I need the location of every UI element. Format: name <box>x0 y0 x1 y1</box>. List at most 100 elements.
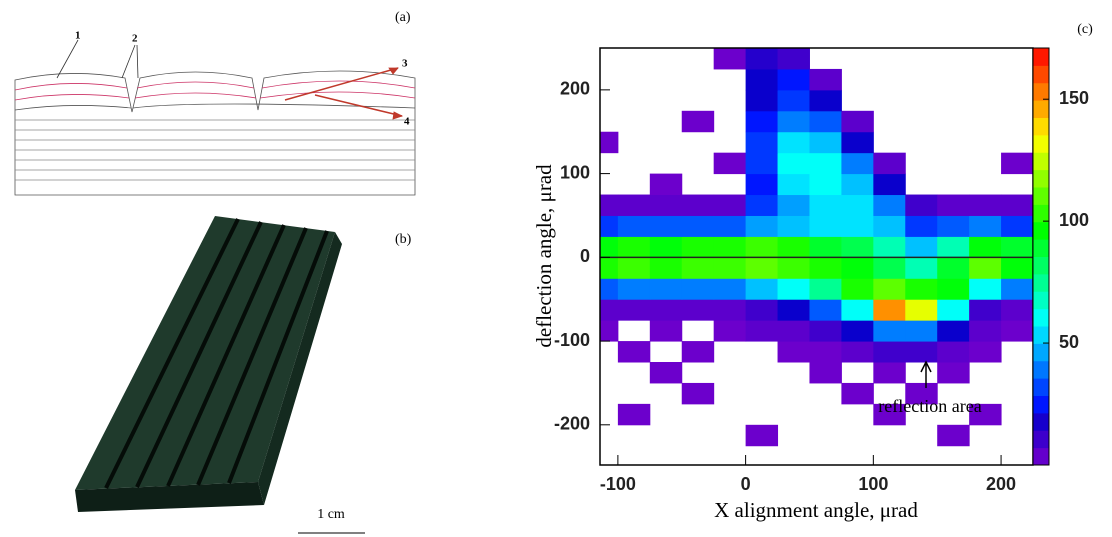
heat-cell <box>841 341 874 363</box>
heat-cell <box>969 215 1002 237</box>
scale-label: 1 cm <box>317 507 345 522</box>
heat-cell <box>809 278 842 300</box>
heat-cell <box>969 236 1002 258</box>
heat-cell <box>937 320 970 342</box>
heat-cell <box>777 194 810 216</box>
heat-cell <box>745 89 779 112</box>
colorbar-step <box>1033 134 1049 153</box>
heat-cell <box>1001 194 1033 216</box>
heat-cell <box>937 215 970 237</box>
heat-cell <box>905 257 938 279</box>
heat-cell <box>873 403 906 426</box>
heat-cell <box>969 257 1002 279</box>
heat-cell <box>745 152 779 175</box>
heat-cell <box>777 131 810 154</box>
colorbar-step <box>1033 430 1049 449</box>
heat-cell <box>777 257 810 279</box>
heat-cell <box>905 299 938 321</box>
colorbar-step <box>1033 326 1049 344</box>
colorbar-step <box>1033 360 1049 379</box>
heat-cell <box>905 320 938 342</box>
heat-cell <box>1001 236 1033 258</box>
colorbar-step <box>1033 204 1049 223</box>
heat-cell <box>713 299 747 321</box>
heat-cell <box>873 257 906 279</box>
heat-cell <box>937 362 970 384</box>
heat-cell <box>937 257 970 279</box>
heat-cell <box>649 257 683 279</box>
heat-cell <box>937 341 970 363</box>
heat-cell <box>777 278 810 300</box>
y-tick-label: 200 <box>560 79 590 99</box>
crystal-layer <box>15 119 415 181</box>
crystal-layer <box>14 80 416 91</box>
heat-cell <box>600 299 619 321</box>
heat-cell <box>809 131 842 154</box>
heat-cell <box>777 320 810 342</box>
heat-cell <box>745 320 779 342</box>
heat-cell <box>841 382 874 405</box>
annotation-arrow <box>920 360 932 388</box>
y-axis-label: deflection angle, μrad <box>532 164 556 348</box>
heat-cell <box>809 194 842 216</box>
heat-cell <box>745 299 779 321</box>
heat-cell <box>809 68 842 91</box>
arrow-head <box>388 67 404 120</box>
heat-cell <box>681 236 715 258</box>
heat-cell <box>649 173 683 196</box>
heat-cell <box>937 424 970 447</box>
heat-cell <box>600 194 619 216</box>
crystal-side <box>258 232 342 505</box>
colorbar-step <box>1033 48 1049 66</box>
heat-cell <box>809 89 842 112</box>
heat-cell <box>809 236 842 258</box>
heat-cell <box>937 236 970 258</box>
heat-cell <box>873 320 906 342</box>
heat-cell <box>969 299 1002 321</box>
heat-cell <box>809 173 842 196</box>
heat-cell <box>713 48 747 70</box>
x-tick-label: 0 <box>741 474 751 494</box>
heat-cell <box>905 382 938 405</box>
heat-cell <box>777 341 810 363</box>
heat-cell <box>745 68 779 91</box>
heat-cell <box>713 215 747 237</box>
heat-cell <box>745 173 779 196</box>
colorbar-step <box>1033 169 1049 188</box>
heat-cell <box>713 152 747 175</box>
heat-cell <box>1001 152 1033 175</box>
heat-cell <box>873 152 906 175</box>
heat-cell <box>841 152 874 175</box>
heat-cell <box>777 89 810 112</box>
heat-cell <box>777 299 810 321</box>
marker: 4 <box>404 116 410 128</box>
heat-cell <box>649 320 683 342</box>
heat-cell <box>681 194 715 216</box>
heat-cell <box>777 152 810 175</box>
heat-cell <box>681 299 715 321</box>
heatmap <box>600 48 1033 447</box>
heat-cell <box>777 173 810 196</box>
heat-cell <box>600 236 619 258</box>
heat-cell <box>809 215 842 237</box>
colorbar-tick-label: 50 <box>1059 332 1079 352</box>
heat-cell <box>873 236 906 258</box>
heat-cell <box>777 110 810 133</box>
heat-cell <box>649 236 683 258</box>
heat-cell <box>841 236 874 258</box>
crystal-layer <box>14 91 416 101</box>
colorbar-step <box>1033 256 1049 275</box>
heat-cell <box>600 215 619 237</box>
heat-cell <box>905 236 938 258</box>
heat-cell <box>777 215 810 237</box>
x-tick-label: -100 <box>600 474 636 494</box>
heat-cell <box>617 257 651 279</box>
heat-cell <box>745 194 779 216</box>
heat-cell <box>777 236 810 258</box>
colorbar-step <box>1033 447 1049 466</box>
colorbar-step <box>1033 100 1049 118</box>
panel-label: (a) <box>395 10 411 25</box>
heat-cell <box>809 320 842 342</box>
heat-cell <box>777 68 810 91</box>
